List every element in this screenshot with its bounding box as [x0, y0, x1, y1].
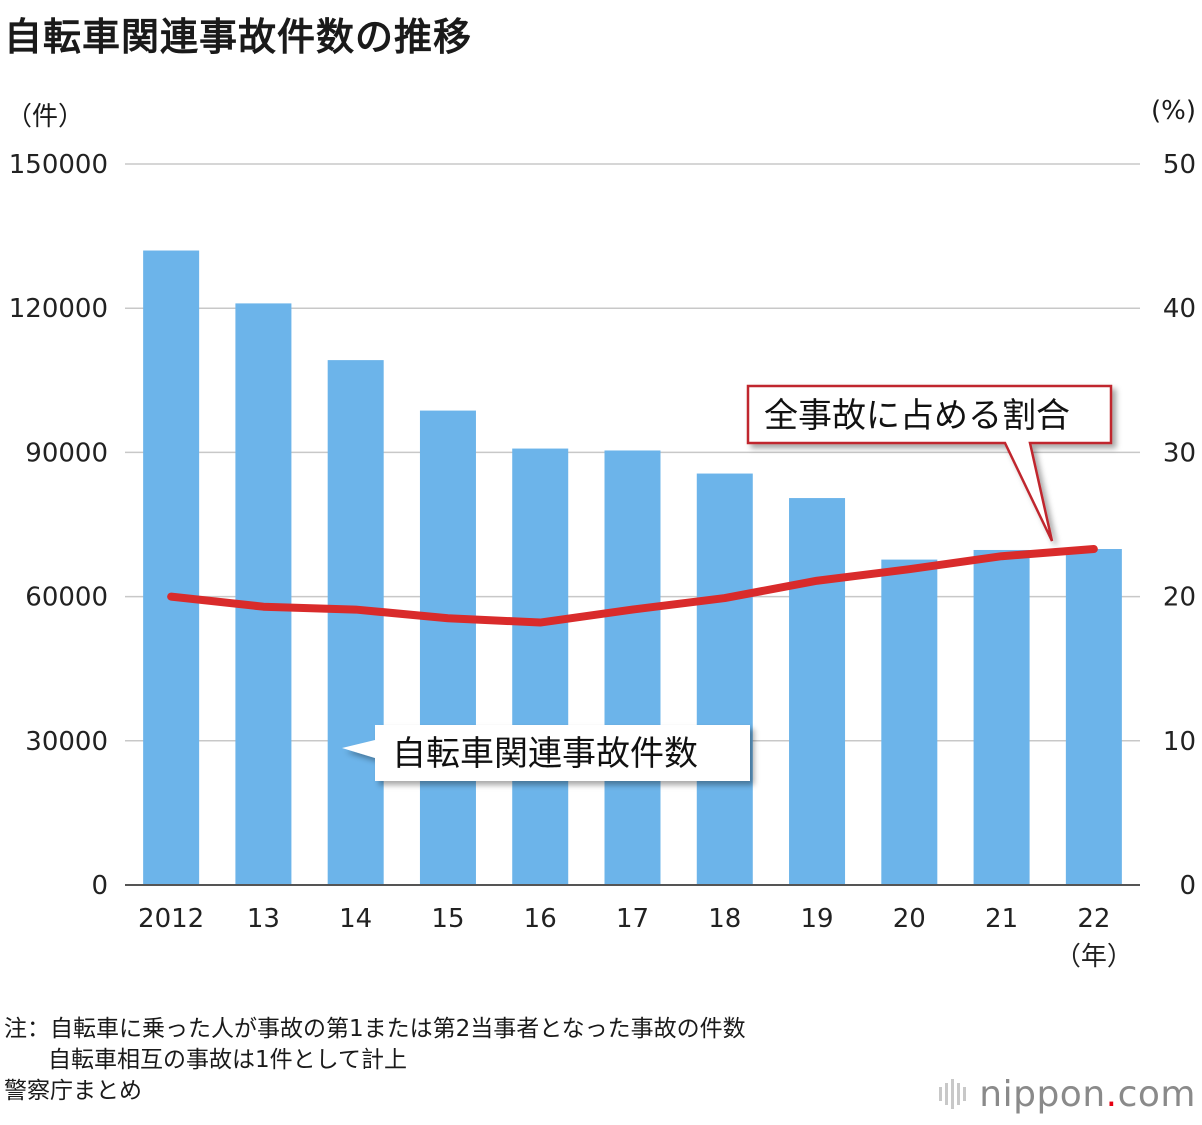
count-callout-box	[342, 725, 750, 781]
x-tick-label: 13	[247, 904, 280, 934]
share-point	[630, 607, 635, 612]
bar	[235, 303, 292, 886]
right-tick-label: 50	[1163, 150, 1196, 180]
x-tick-label: 17	[616, 904, 649, 934]
chart-canvas: 0 0 30000 10 60000 20 90000 30 120000 40 150000 50 2…	[9, 150, 1196, 972]
right-tick-label: 0	[1179, 871, 1196, 901]
source-note: 警察庁まとめ	[4, 1078, 142, 1104]
share-point	[445, 616, 450, 621]
share-point	[353, 607, 358, 612]
left-tick-label: 90000	[25, 438, 108, 468]
left-axis-unit: （件）	[6, 102, 85, 132]
bar	[973, 549, 1030, 885]
left-tick-label: 60000	[25, 583, 108, 613]
note-line-2: 自転車相互の事故は1件として計上	[48, 1047, 407, 1073]
logo-wordmark: nippon.com	[979, 1073, 1196, 1115]
left-tick-label: 120000	[9, 294, 108, 324]
right-tick-label: 10	[1163, 727, 1196, 757]
x-tick-label: 16	[524, 904, 557, 934]
chart-title: 自転車関連事故件数の推移	[4, 15, 473, 59]
nippon-logo: nippon.com	[939, 1072, 1196, 1116]
bar	[1065, 549, 1122, 885]
share-point	[538, 620, 543, 625]
share-point	[999, 554, 1004, 559]
x-tick-label: 18	[708, 904, 741, 934]
bar	[512, 448, 569, 885]
count-callout-label: 自転車関連事故件数	[392, 734, 698, 774]
note-line-1: 注：自転車に乗った人が事故の第1または第2当事者となった事故の件数	[4, 1016, 746, 1042]
share-callout-box	[746, 384, 1113, 542]
left-tick-label: 30000	[25, 727, 108, 757]
right-tick-label: 30	[1163, 438, 1196, 468]
share-point	[169, 594, 174, 599]
x-tick-label: 14	[339, 904, 372, 934]
logo-bars-icon	[939, 1079, 969, 1109]
right-tick-label: 20	[1163, 583, 1196, 613]
x-tick-label: 20	[893, 904, 926, 934]
bar	[696, 473, 753, 885]
x-tick-label: 22	[1077, 904, 1110, 934]
x-tick-label: 21	[985, 904, 1018, 934]
bar	[143, 250, 200, 885]
x-axis-unit: （年）	[1055, 942, 1133, 972]
x-tick-label: 15	[431, 904, 464, 934]
share-callout-label: 全事故に占める割合	[764, 396, 1070, 436]
bar	[789, 498, 846, 885]
bar	[604, 450, 661, 885]
bar	[881, 559, 938, 885]
left-tick-label: 150000	[9, 150, 108, 180]
left-tick-label: 0	[91, 871, 108, 901]
bar	[327, 360, 384, 885]
share-point	[261, 604, 266, 609]
right-axis-unit: (%)	[1151, 96, 1196, 126]
x-tick-label: 19	[800, 904, 833, 934]
share-point	[1091, 547, 1096, 552]
share-point	[815, 578, 820, 583]
right-tick-label: 40	[1163, 294, 1196, 324]
share-point	[907, 567, 912, 572]
bar	[419, 410, 476, 885]
x-tick-label: 2012	[138, 904, 204, 934]
share-point	[722, 596, 727, 601]
